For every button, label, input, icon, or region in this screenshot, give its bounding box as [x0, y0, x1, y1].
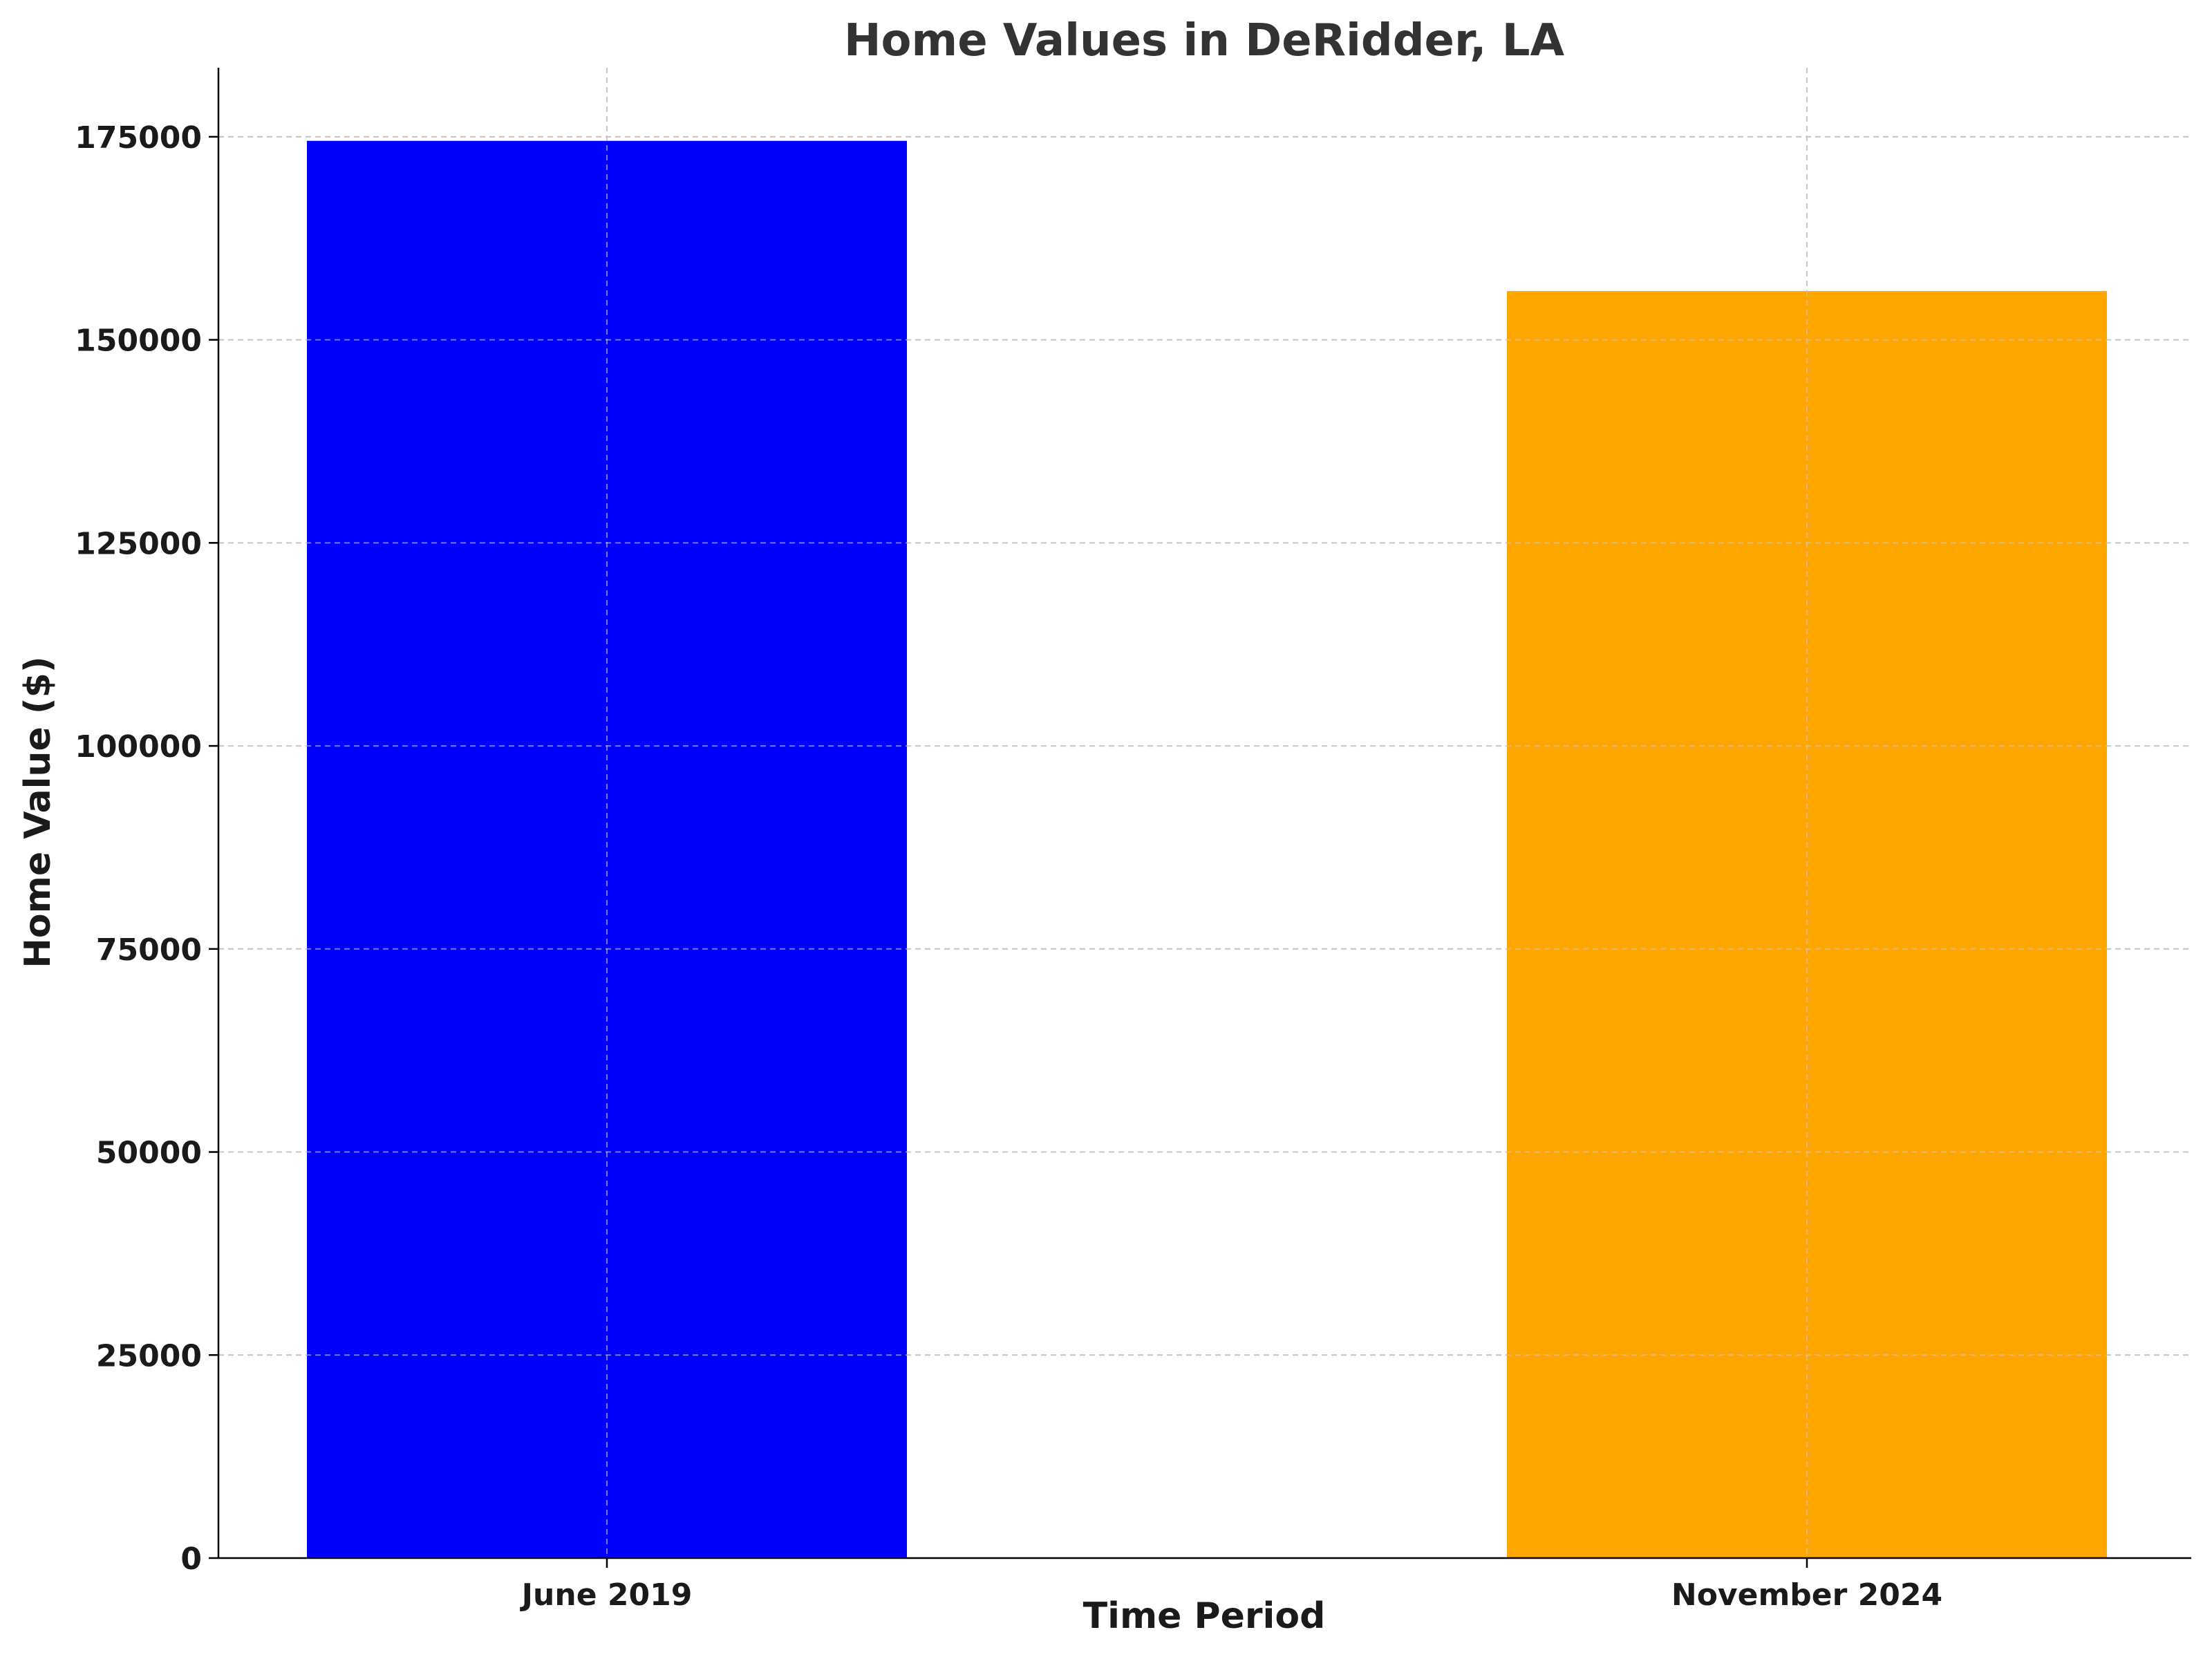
x-axis-ticks: June 2019 November 2024: [520, 1558, 1942, 1613]
y-tick-label: 100000: [75, 729, 202, 765]
y-tick-label: 175000: [75, 120, 202, 156]
y-tick-label: 150000: [75, 324, 202, 359]
y-tick-label: 50000: [96, 1136, 202, 1171]
axes: [217, 68, 2191, 1559]
x-tick-label: June 2019: [520, 1577, 693, 1613]
x-axis-label: Time Period: [1083, 1595, 1326, 1637]
y-axis-ticks: 0 25000 50000 75000 100000 125000 150000 175000: [75, 120, 218, 1577]
x-tick-label: November 2024: [1671, 1577, 1942, 1613]
y-tick-label: 25000: [96, 1338, 202, 1374]
y-tick-label: 125000: [75, 526, 202, 561]
y-tick-label: 0: [180, 1541, 202, 1577]
bar-1: [307, 140, 907, 1558]
y-axis-label: Home Value ($): [17, 656, 59, 968]
chart-title: Home Values in DeRidder, LA: [844, 15, 1565, 66]
bars: [218, 68, 2191, 1559]
y-tick-label: 75000: [96, 932, 202, 968]
